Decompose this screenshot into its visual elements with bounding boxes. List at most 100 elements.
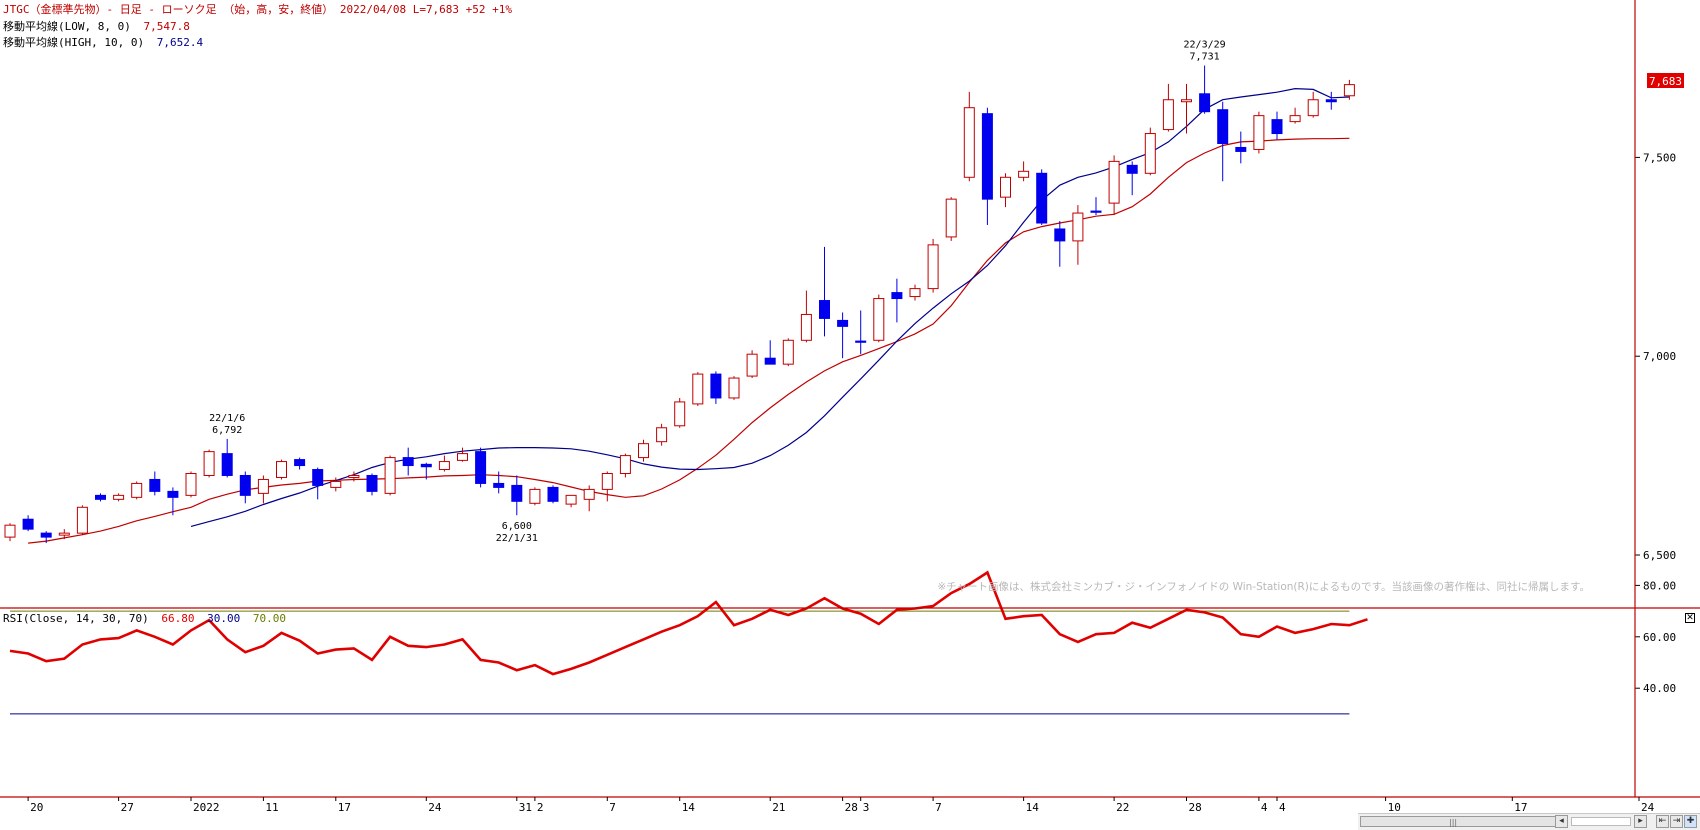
extreme-label: 6,792: [212, 425, 242, 436]
zoom-in-icon[interactable]: ✚: [1684, 815, 1697, 828]
horizontal-scrollbar[interactable]: ◂ ||| ▸ ⇤ ⇥ ✚: [1358, 813, 1700, 830]
candle: [1072, 205, 1084, 265]
price-tick-label: 6,500: [1643, 549, 1676, 562]
candle: [22, 515, 34, 532]
scroll-right-icon[interactable]: ▸: [1634, 815, 1647, 828]
chart-title: JTGC（金標準先物）- 日足 - ローソク足 （始，高，安，終値） 2022/…: [3, 2, 512, 16]
date-tick-label: 14: [682, 801, 696, 814]
candle-body: [583, 488, 595, 500]
extreme-label: 22/1/31: [496, 533, 538, 544]
candle: [131, 481, 143, 500]
zoom-slider[interactable]: [1571, 817, 1631, 826]
candle: [837, 312, 849, 359]
candle-body: [981, 113, 993, 200]
candle-body: [873, 298, 885, 341]
candle-body: [1289, 115, 1301, 123]
rsi-line: [9, 570, 1368, 676]
candle-body: [402, 457, 414, 467]
candle: [366, 473, 378, 496]
candle-body: [601, 472, 613, 490]
ma-high-legend: 移動平均線(HIGH, 10, 0) 7,652.4: [3, 35, 203, 49]
candle: [909, 284, 921, 301]
candle-body: [782, 339, 794, 365]
candle: [638, 439, 649, 462]
candle: [438, 455, 450, 472]
candle: [873, 294, 885, 343]
candle: [384, 455, 396, 496]
candle: [1271, 111, 1283, 140]
candle-body: [1217, 109, 1229, 144]
candle: [1090, 197, 1102, 216]
candle: [619, 453, 631, 478]
candle-body: [239, 474, 251, 496]
candle: [475, 447, 487, 488]
candle-body: [1271, 119, 1283, 135]
candle: [239, 471, 251, 504]
candle-body: [1325, 99, 1337, 103]
candle: [276, 459, 287, 480]
candle-body: [167, 490, 179, 498]
candle: [583, 485, 595, 512]
candle: [1144, 127, 1156, 176]
close-pane-button[interactable]: ✕: [1685, 613, 1695, 623]
candle-body: [1162, 99, 1174, 131]
extreme-label: 7,731: [1190, 52, 1220, 63]
candle: [511, 475, 523, 516]
candle: [4, 523, 16, 542]
date-tick-label: 3: [863, 801, 870, 814]
candle-body: [185, 472, 197, 496]
date-tick-label: 4: [1261, 801, 1268, 814]
candle: [1199, 65, 1211, 114]
candle-body: [909, 288, 921, 298]
ma-high-line: [190, 87, 1350, 527]
candle-body: [764, 357, 776, 365]
ma-low-legend-label: 移動平均線(LOW, 8, 0): [3, 19, 131, 33]
candle-body: [547, 486, 559, 502]
candle-body: [819, 300, 830, 319]
candle-body: [384, 457, 396, 494]
grip-icon: |||: [1449, 818, 1458, 827]
zoom-out-icon[interactable]: ⇤: [1656, 815, 1669, 828]
candle: [167, 487, 179, 516]
candle: [547, 485, 559, 504]
candle: [149, 471, 161, 496]
date-tick-label: 4: [1279, 801, 1286, 814]
candle: [728, 376, 740, 400]
candle-body: [529, 488, 541, 504]
candle: [692, 372, 704, 406]
scroll-left-icon[interactable]: ◂: [1555, 815, 1568, 828]
candle: [40, 531, 52, 544]
date-tick-label: 27: [121, 801, 134, 814]
candle: [565, 494, 577, 508]
candle: [58, 529, 70, 540]
candle: [203, 449, 215, 478]
scroll-thumb[interactable]: |||: [1360, 816, 1556, 827]
candle: [981, 107, 993, 225]
candle: [601, 471, 613, 502]
candle-body: [76, 506, 88, 534]
zoom-fit-icon[interactable]: ⇥: [1670, 815, 1683, 828]
candle: [457, 447, 468, 462]
candle: [1325, 91, 1337, 110]
candle: [656, 423, 668, 446]
last-price-tag: [1647, 73, 1684, 88]
candle-body: [1343, 84, 1355, 97]
candle: [1036, 169, 1048, 225]
candle: [257, 475, 269, 504]
date-tick-label: 21: [772, 801, 785, 814]
candle-body: [1036, 172, 1048, 224]
candle: [95, 493, 106, 502]
ma-high-legend-value: 7,652.4: [157, 36, 204, 49]
date-tick-label: 2: [537, 801, 544, 814]
candle-body: [800, 313, 812, 341]
candle-body: [1018, 170, 1030, 178]
candle-body: [58, 532, 70, 536]
date-tick-label: 2022: [193, 801, 220, 814]
candle-body: [131, 482, 143, 498]
price-tick-label: 7,500: [1643, 151, 1676, 164]
candle-body: [619, 455, 631, 474]
candle-body: [1090, 210, 1102, 213]
rsi-legend-value: 66.80: [161, 612, 194, 625]
